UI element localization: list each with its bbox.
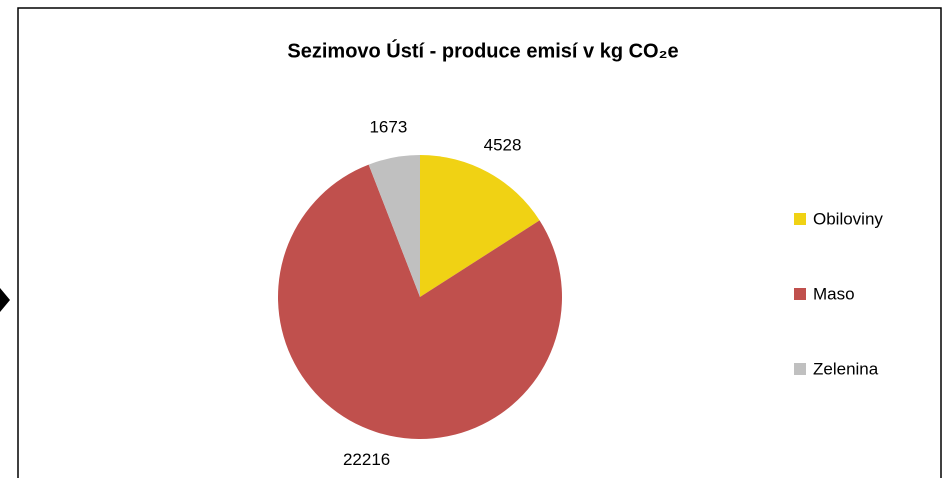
legend-label: Obiloviny — [813, 209, 883, 228]
legend-swatch — [794, 288, 806, 300]
legend: Obiloviny Maso Zelenina — [794, 209, 883, 378]
pie-slice — [368, 155, 420, 297]
pie-slice — [277, 164, 562, 439]
pie-slice — [420, 155, 540, 297]
legend-swatch — [794, 213, 806, 225]
data-label: 22216 — [343, 450, 390, 469]
legend-label: Maso — [813, 284, 855, 303]
legend-label: Zelenina — [813, 359, 879, 378]
legend-swatch — [794, 363, 806, 375]
pie: 4528 22216 1673 — [277, 117, 562, 469]
data-label: 4528 — [484, 136, 522, 155]
chart-title: Sezimovo Ústí - produce emisí v kg CO₂e — [287, 38, 678, 62]
data-label: 1673 — [369, 117, 407, 136]
side-marker — [0, 288, 10, 312]
chart-border — [17, 7, 942, 478]
